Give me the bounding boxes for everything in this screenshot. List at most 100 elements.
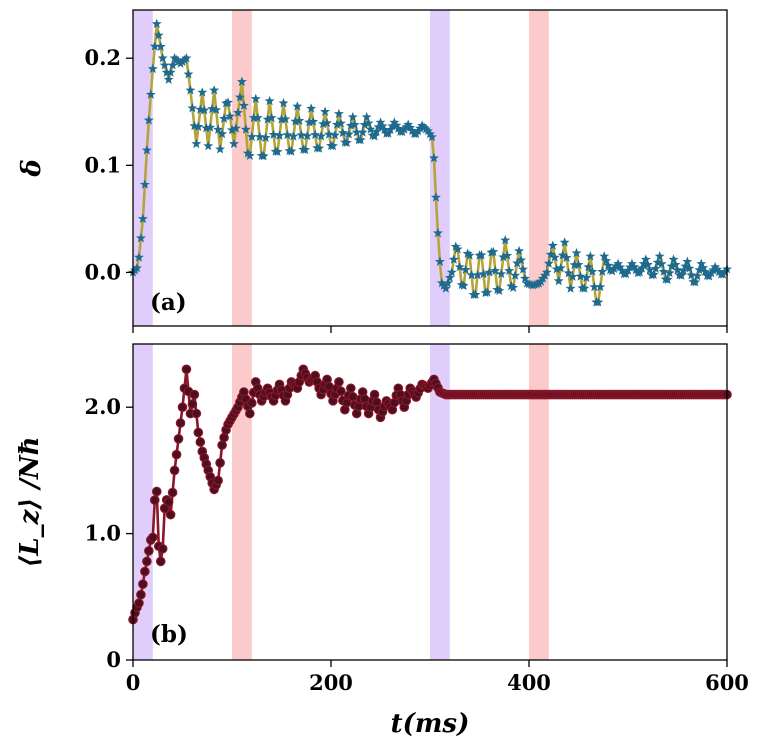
delta-point <box>425 128 435 139</box>
Lz-point <box>149 495 160 505</box>
delta-point <box>482 287 493 297</box>
delta-point <box>636 262 647 273</box>
delta-point <box>444 272 455 282</box>
delta-point <box>429 152 439 163</box>
delta-point <box>654 251 665 261</box>
delta-point <box>650 263 661 273</box>
Lz-point <box>169 465 180 476</box>
delta-point <box>543 258 554 268</box>
delta-point <box>518 264 529 274</box>
Lz-point <box>136 589 146 600</box>
Lz-point <box>157 543 168 554</box>
delta-point <box>264 95 275 106</box>
delta-point <box>427 131 437 142</box>
Lz-point <box>247 398 257 408</box>
delta-point <box>642 259 653 269</box>
delta-point <box>167 60 178 70</box>
delta-point <box>403 119 414 129</box>
delta-point <box>672 264 683 275</box>
delta-point <box>248 112 259 123</box>
delta-point <box>145 89 156 99</box>
delta-point <box>225 111 235 121</box>
delta-point <box>500 235 511 245</box>
delta-point <box>567 271 578 281</box>
Lz-point <box>191 408 202 419</box>
delta-point <box>541 267 552 277</box>
Lz-point <box>171 449 182 460</box>
delta-point <box>363 118 374 128</box>
delta-point <box>593 297 604 307</box>
delta-point <box>405 122 416 132</box>
delta-point <box>573 259 584 269</box>
delta-point <box>185 85 196 95</box>
delta-point <box>290 116 301 126</box>
panel-b-x-ticks: 0 200 400 600 <box>126 660 749 695</box>
delta-point <box>199 105 210 115</box>
delta-point <box>421 124 431 134</box>
delta-point <box>472 269 483 280</box>
delta-point <box>242 148 253 158</box>
delta-point <box>700 266 711 277</box>
delta-point <box>268 129 279 139</box>
delta-point <box>434 256 445 266</box>
delta-point <box>252 112 263 123</box>
delta-point <box>438 280 449 291</box>
delta-point <box>617 265 628 275</box>
delta-point <box>417 120 428 130</box>
delta-point <box>231 123 241 133</box>
delta-point <box>373 121 384 132</box>
delta-point <box>351 127 362 137</box>
delta-point <box>153 30 164 40</box>
delta-point <box>615 262 626 272</box>
delta-point <box>510 270 521 280</box>
delta-point <box>692 270 703 281</box>
delta-point <box>359 119 370 129</box>
panel-a-y-ticks: 0.0 0.1 0.2 <box>84 45 133 284</box>
delta-point <box>229 138 239 149</box>
delta-point <box>355 134 366 145</box>
delta-point <box>670 259 681 269</box>
delta-point <box>215 144 226 154</box>
delta-point <box>266 112 277 123</box>
delta-point <box>258 150 269 161</box>
delta-point <box>173 56 184 66</box>
Lz-point <box>193 427 204 438</box>
delta-point <box>694 264 705 275</box>
delta-point <box>324 129 334 139</box>
delta-point <box>278 97 289 108</box>
panel-a-shaded-regions <box>133 10 549 326</box>
x-tick-label: 200 <box>309 670 353 695</box>
delta-point <box>627 258 637 269</box>
Lz-point <box>173 433 184 444</box>
delta-point <box>227 124 237 135</box>
y-tick-label: 0.0 <box>84 259 121 284</box>
delta-point <box>569 259 580 270</box>
delta-point <box>430 192 441 202</box>
y-tick-label: 1.0 <box>84 521 121 546</box>
shaded-region-2 <box>430 10 450 326</box>
Lz-point <box>177 402 188 412</box>
delta-point <box>282 129 293 140</box>
delta-point <box>211 104 222 115</box>
panel-a-series <box>128 18 732 307</box>
delta-point <box>377 120 388 131</box>
delta-point <box>205 122 216 132</box>
Lz-point <box>165 509 176 520</box>
delta-point <box>322 117 332 128</box>
delta-point <box>147 63 158 74</box>
Lz-point <box>189 389 200 400</box>
delta-point <box>490 265 501 276</box>
delta-point <box>157 53 168 63</box>
delta-point <box>391 120 402 130</box>
delta-point <box>652 257 663 267</box>
delta-point <box>561 252 572 263</box>
delta-point <box>514 245 525 256</box>
delta-point <box>634 267 645 277</box>
delta-point <box>244 150 255 161</box>
delta-point <box>262 114 273 124</box>
delta-point <box>575 271 586 281</box>
delta-point <box>161 67 172 77</box>
delta-point <box>460 264 471 274</box>
delta-point <box>563 267 574 278</box>
